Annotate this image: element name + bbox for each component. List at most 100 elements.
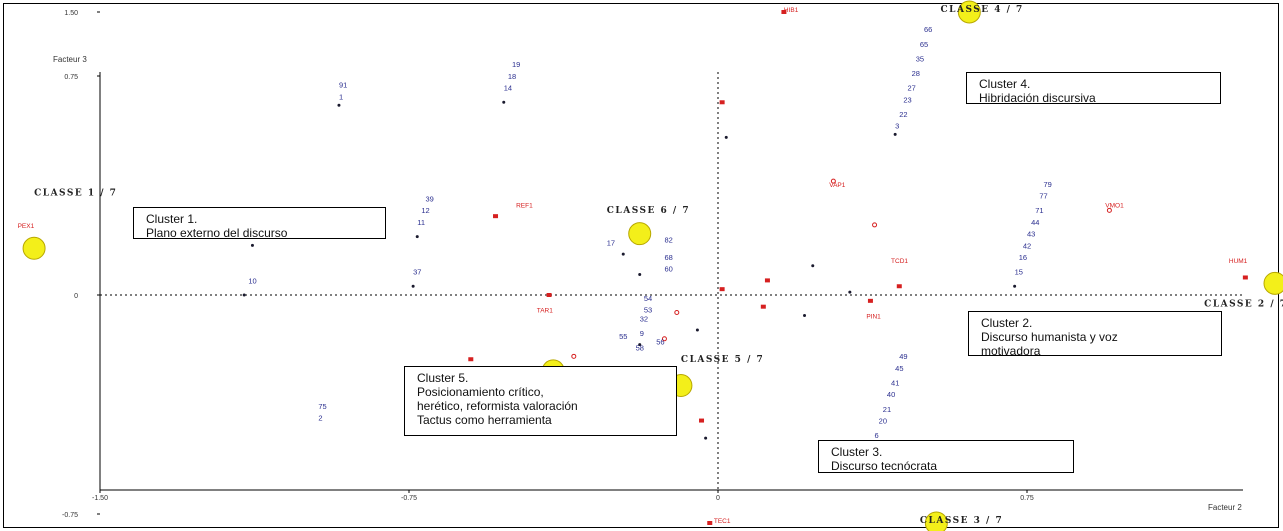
class-label: CLASSE 1 / 7 — [34, 189, 117, 199]
modality-label: REF1 — [516, 202, 533, 209]
class-centroid — [957, 0, 981, 24]
variable-number-label: 40 — [887, 390, 895, 399]
black-point — [242, 293, 246, 297]
variable-number-label: 1 — [339, 92, 343, 101]
black-point — [811, 264, 815, 268]
variable-number-label: 15 — [1015, 268, 1023, 277]
modality-label: TEC1 — [714, 518, 731, 525]
variable-number-label: 27 — [908, 84, 916, 93]
modality-point — [468, 357, 474, 362]
variable-number-label: 21 — [883, 405, 891, 414]
x-tick-label: -1.50 — [92, 495, 108, 502]
black-point — [337, 103, 341, 107]
variable-number-label: 20 — [879, 416, 887, 425]
variable-number-label: 10 — [248, 276, 256, 285]
cluster-2-box: Cluster 2. Discurso humanista y voz moti… — [968, 311, 1222, 358]
variable-number-label: 55 — [619, 332, 627, 341]
modality-open-point — [872, 222, 878, 228]
class-label: CLASSE 3 / 7 — [920, 516, 1003, 526]
modality-label: VMO1 — [1105, 202, 1124, 209]
class-label: CLASSE 6 / 7 — [607, 206, 690, 216]
modality-point — [719, 100, 725, 105]
cluster-1-description: Plano externo del discurso — [146, 226, 288, 240]
variable-number-label: 18 — [508, 72, 516, 81]
black-point — [638, 343, 642, 347]
modality-point — [896, 284, 902, 289]
modality-label: TCD1 — [891, 258, 908, 265]
variable-number-label: 2 — [318, 414, 322, 423]
variable-number-label: 65 — [920, 40, 928, 49]
y-tick-label: 0 — [74, 293, 78, 300]
modality-point — [1242, 275, 1248, 280]
class-label: CLASSE 5 / 7 — [681, 355, 764, 365]
cluster-1-box: Cluster 1. Plano externo del discurso — [133, 207, 386, 240]
x-tick-label: -0.75 — [401, 495, 417, 502]
variable-number-label: 32 — [640, 314, 648, 323]
black-point — [848, 290, 852, 294]
variable-number-label: 14 — [504, 84, 512, 93]
variable-number-label: 54 — [644, 294, 652, 303]
variable-number-label: 58 — [636, 343, 644, 352]
cluster-5-description-1: Posicionamiento crítico, — [417, 385, 544, 399]
variable-number-label: 45 — [895, 364, 903, 373]
modality-point — [760, 304, 766, 309]
class-centroid — [1263, 271, 1283, 295]
modality-open-point — [571, 353, 577, 359]
black-point — [638, 273, 642, 277]
black-point — [411, 284, 415, 288]
variable-number-label: 35 — [916, 54, 924, 63]
modality-open-point — [1106, 207, 1112, 213]
cluster-4-box: Cluster 4. Hibridación discursiva — [966, 72, 1221, 105]
black-point — [893, 132, 897, 136]
variable-number-label: 12 — [421, 206, 429, 215]
cluster-3-description: Discurso tecnócrata — [831, 459, 938, 473]
cluster-5-box: Cluster 5. Posicionamiento crítico, heré… — [404, 366, 677, 436]
cluster-5-description-3: Tactus como herramienta — [417, 413, 552, 427]
black-point — [502, 100, 506, 104]
black-point — [803, 313, 807, 317]
variable-number-label: 79 — [1043, 180, 1051, 189]
variable-number-label: 37 — [413, 268, 421, 277]
modality-point — [764, 278, 770, 283]
cluster-3-title: Cluster 3. — [831, 445, 883, 459]
class-label: CLASSE 4 / 7 — [940, 5, 1023, 15]
cluster-2-description-1: Discurso humanista y voz — [981, 330, 1118, 344]
chart-frame — [3, 3, 1279, 528]
modality-label: HIB1 — [784, 7, 799, 14]
y-tick-label: 0.75 — [64, 74, 78, 81]
variable-number-label: 22 — [899, 110, 907, 119]
variable-number-label: 49 — [899, 352, 907, 361]
class-label: CLASSE 2 / 7 — [1204, 300, 1283, 310]
cluster-5-description-2: herético, reformista valoración — [417, 399, 578, 413]
class-centroid — [22, 236, 46, 260]
variable-number-label: 75 — [318, 402, 326, 411]
variable-number-label: 23 — [903, 95, 911, 104]
modality-point — [781, 10, 787, 14]
variable-number-label: 43 — [1027, 230, 1035, 239]
variable-number-label: 17 — [607, 238, 615, 247]
y-tick-label: -0.75 — [62, 512, 78, 519]
variable-number-label: 16 — [1019, 253, 1027, 262]
black-point — [1013, 284, 1017, 288]
black-point — [415, 235, 419, 239]
modality-point — [719, 287, 725, 292]
variable-number-label: 68 — [664, 253, 672, 262]
variable-number-label: 91 — [339, 81, 347, 90]
variable-number-label: 82 — [664, 235, 672, 244]
black-point — [250, 243, 254, 247]
x-axis-label: Facteur 2 — [1208, 503, 1242, 512]
variable-number-label: 56 — [656, 338, 664, 347]
variable-number-label: 77 — [1039, 192, 1047, 201]
modality-open-point — [661, 336, 667, 342]
cluster-2-description-2: motivadora — [981, 344, 1041, 358]
modality-label: HUM1 — [1229, 258, 1248, 265]
y-axis-label: Facteur 3 — [53, 55, 87, 64]
black-point — [704, 436, 708, 440]
modality-open-point — [830, 178, 836, 184]
modality-point — [699, 418, 705, 423]
variable-number-label: 6 — [875, 431, 879, 440]
black-point — [621, 252, 625, 256]
modality-point — [867, 298, 873, 303]
variable-number-label: 53 — [644, 306, 652, 315]
cluster-4-title: Cluster 4. — [979, 77, 1031, 91]
